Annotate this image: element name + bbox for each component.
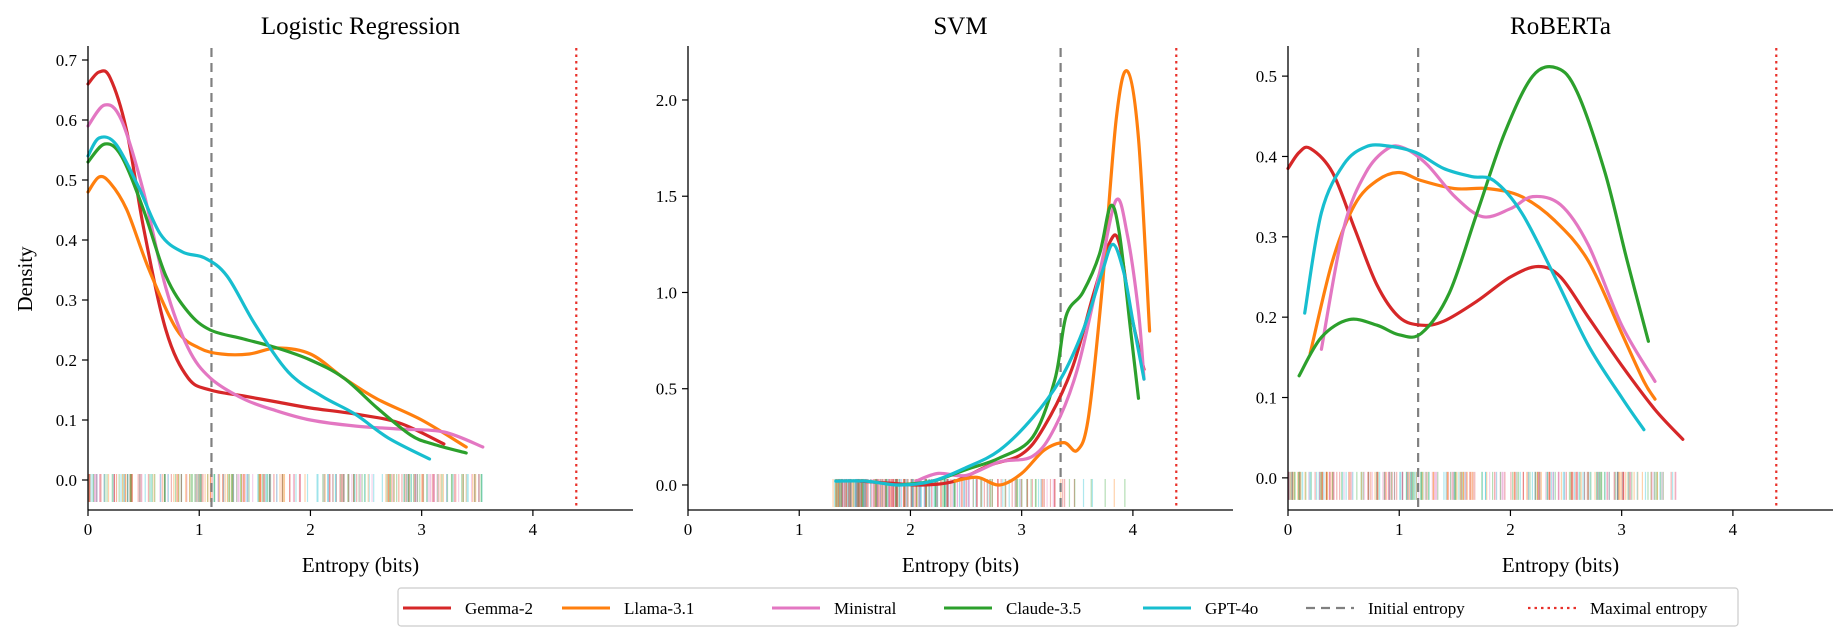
series-line-ministral	[1319, 144, 1657, 383]
x-tick-label: 3	[1017, 520, 1026, 539]
legend-item-maximal-entropy: Maximal entropy	[1528, 599, 1708, 618]
legend-item-gpt-4o: GPT-4o	[1143, 599, 1258, 618]
y-tick-label: 1.5	[656, 187, 677, 206]
legend-item-llama-3-1: Llama-3.1	[562, 599, 694, 618]
x-tick-label: 0	[684, 520, 693, 539]
y-tick-label: 0.7	[56, 51, 78, 70]
series-line-claude-3-5	[86, 142, 468, 455]
series-line-llama-3-1	[953, 69, 1152, 487]
series-line-ministral	[86, 103, 485, 449]
y-tick-label: 2.0	[656, 91, 677, 110]
x-tick-label: 1	[1395, 520, 1404, 539]
legend-label: Maximal entropy	[1590, 599, 1708, 618]
x-tick-label: 2	[1506, 520, 1515, 539]
series-line-claude-3-5	[897, 203, 1141, 487]
legend-label: Ministral	[834, 599, 897, 618]
x-tick-label: 2	[306, 520, 315, 539]
x-tick-label: 4	[529, 520, 538, 539]
chart-title: Logistic Regression	[261, 13, 461, 40]
y-tick-label: 0.0	[1256, 469, 1277, 488]
x-tick-label: 3	[1617, 520, 1626, 539]
y-tick-label: 0.1	[1256, 389, 1277, 408]
series-line-gemma-2	[1286, 145, 1685, 441]
y-tick-label: 0.5	[656, 380, 677, 399]
legend-item-ministral: Ministral	[772, 599, 897, 618]
y-tick-label: 0.3	[1256, 228, 1277, 247]
x-tick-label: 0	[1284, 520, 1293, 539]
series-line-llama-3-1	[1308, 170, 1657, 401]
legend-item-claude-3-5: Claude-3.5	[944, 599, 1081, 618]
legend-item-initial-entropy: Initial entropy	[1306, 599, 1465, 618]
legend-frame	[397, 587, 1739, 627]
x-tick-label: 4	[1729, 520, 1738, 539]
series-line-gpt-4o	[1303, 143, 1646, 432]
y-tick-label: 0.4	[56, 231, 78, 250]
y-tick-label: 0.1	[56, 411, 77, 430]
x-tick-label: 1	[195, 520, 204, 539]
series-line-llama-3-1	[86, 174, 468, 449]
y-tick-label: 0.2	[56, 351, 77, 370]
rug-marks	[1287, 471, 1677, 500]
y-tick-label: 0.0	[56, 471, 77, 490]
y-tick-label: 0.6	[56, 111, 77, 130]
legend-label: GPT-4o	[1205, 599, 1258, 618]
x-tick-label: 2	[906, 520, 915, 539]
legend-label: Llama-3.1	[624, 599, 694, 618]
x-axis-label: Entropy (bits)	[902, 553, 1019, 577]
x-axis-label: Entropy (bits)	[1502, 553, 1619, 577]
y-tick-label: 0.2	[1256, 308, 1277, 327]
x-axis-label: Entropy (bits)	[302, 553, 419, 577]
y-tick-label: 0.3	[56, 291, 77, 310]
x-tick-label: 3	[417, 520, 426, 539]
legend-item-gemma-2: Gemma-2	[403, 599, 533, 618]
series-line-gpt-4o	[834, 242, 1146, 487]
rug-marks	[88, 474, 483, 502]
x-tick-label: 4	[1129, 520, 1138, 539]
series-line-claude-3-5	[1297, 65, 1650, 378]
y-axis-label: Density	[13, 246, 37, 312]
y-tick-label: 0.4	[1256, 147, 1278, 166]
legend-label: Claude-3.5	[1006, 599, 1081, 618]
series-line-gemma-2	[86, 69, 446, 446]
y-tick-label: 0.0	[656, 476, 677, 495]
chart-title: RoBERTa	[1510, 13, 1611, 40]
y-tick-label: 0.5	[56, 171, 77, 190]
x-tick-label: 0	[84, 520, 93, 539]
y-tick-label: 1.0	[656, 283, 677, 302]
legend-label: Gemma-2	[465, 599, 533, 618]
legend-label: Initial entropy	[1368, 599, 1465, 618]
x-tick-label: 1	[795, 520, 804, 539]
chart-title: SVM	[933, 13, 987, 40]
series-line-gpt-4o	[86, 135, 432, 461]
series-line-ministral	[914, 197, 1146, 483]
panel-logistic-regression: 0 1 2 3 4 0.0 0.1 0.2 0.3 0.4 0.5 0.6 0.7 Logistic Re…	[13, 13, 633, 577]
panel-svm: 0 1 2 3 4 0.0 0.5 1.0 1.5 2.0 SVM Entropy (bits)	[656, 13, 1233, 577]
legend: Gemma-2 Llama-3.1 Ministral Claude-3.5 GPT-4…	[397, 587, 1739, 627]
y-tick-label: 0.5	[1256, 67, 1277, 86]
panel-roberta: 0 1 2 3 4 0.0 0.1 0.2 0.3 0.4 0.5 RoBERTa Entropy (b…	[1256, 13, 1833, 577]
